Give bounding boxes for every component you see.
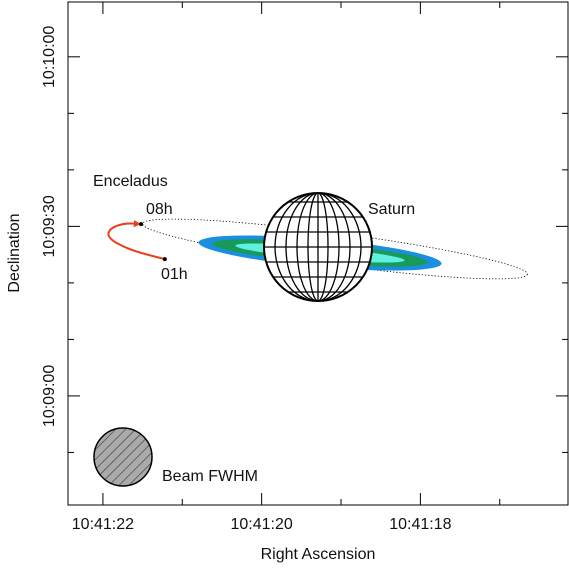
annotation: 01h bbox=[161, 266, 188, 283]
track-point bbox=[162, 257, 167, 262]
x-axis-label: Right Ascension bbox=[261, 546, 376, 563]
x-tick-label: 10:41:20 bbox=[231, 516, 293, 533]
x-tick-label: 10:41:22 bbox=[72, 516, 134, 533]
plot-frame bbox=[67, 1, 569, 506]
annotation: Saturn bbox=[368, 201, 415, 218]
annotation: Beam FWHM bbox=[162, 468, 258, 485]
series-label: Enceladus bbox=[93, 173, 168, 190]
y-tick-label: 10:09:30 bbox=[41, 195, 58, 257]
saturn-outline bbox=[263, 192, 373, 302]
track-point bbox=[139, 222, 144, 227]
annotation: 08h bbox=[146, 201, 173, 218]
saturn-globe bbox=[264, 193, 372, 301]
y-tick-label: 10:10:00 bbox=[41, 26, 58, 88]
beam bbox=[93, 427, 153, 487]
y-axis-label: Declination bbox=[6, 213, 23, 292]
enceladus-track bbox=[107, 222, 166, 261]
track-arrow bbox=[133, 220, 142, 228]
y-tick-label: 10:09:00 bbox=[41, 365, 58, 427]
x-tick-label: 10:41:18 bbox=[389, 516, 451, 533]
